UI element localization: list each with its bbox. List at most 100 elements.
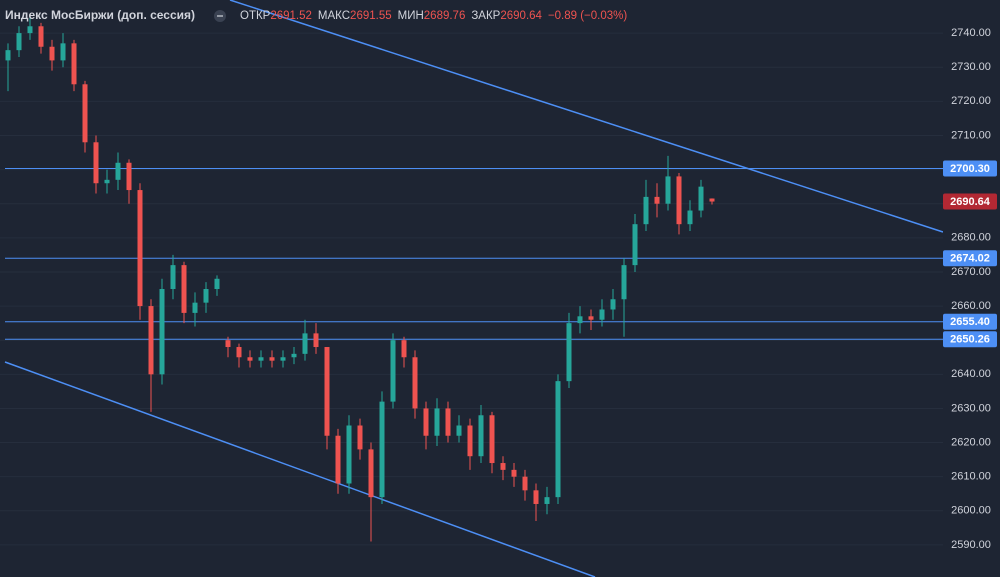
- price-axis: 2590.00 2600.00 2610.00 2620.00 2630.00 2640.…: [943, 0, 1000, 577]
- candle-body: [698, 186, 704, 211]
- candle-body: [544, 497, 550, 504]
- candle-body: [489, 415, 495, 464]
- candle-body: [654, 196, 660, 204]
- candle-body: [192, 302, 198, 313]
- candle-body: [434, 408, 440, 436]
- axis-background: [943, 0, 1000, 577]
- ohlc-name: ОТКР: [240, 10, 271, 22]
- candle-body: [60, 43, 66, 61]
- candle-body: [115, 162, 121, 180]
- y-tick-label: 2720.00: [951, 95, 991, 107]
- trend-line: [4, 361, 596, 577]
- candle-body: [478, 415, 484, 457]
- y-tick-label: 2710.00: [951, 129, 991, 141]
- candle-body: [346, 425, 352, 484]
- candle-body: [148, 306, 154, 375]
- candle-body: [533, 490, 539, 504]
- level-label: 2700.30: [950, 163, 990, 175]
- last-price-label: 2690.64: [950, 196, 991, 208]
- candle-body: [137, 190, 143, 307]
- candle-body: [71, 43, 77, 85]
- candle-body: [27, 26, 33, 34]
- candle-body: [522, 476, 528, 491]
- candle-body: [214, 278, 220, 290]
- candle-body: [324, 347, 330, 436]
- candle-body: [500, 463, 506, 470]
- candle-body: [577, 316, 583, 324]
- ohlc-value: 2689.76: [424, 10, 466, 22]
- ohlc-name: ЗАКР: [471, 10, 500, 22]
- candle-body: [390, 340, 396, 402]
- y-tick-label: 2670.00: [951, 266, 991, 278]
- candle-body: [676, 176, 682, 225]
- candle-body: [302, 333, 308, 354]
- candle-body: [236, 347, 242, 358]
- level-label-box: [943, 313, 997, 330]
- candle-body: [511, 469, 517, 477]
- y-tick-label: 2610.00: [951, 471, 991, 483]
- candle-body: [93, 142, 99, 184]
- candle-body: [159, 289, 165, 375]
- candle-body: [621, 265, 627, 300]
- candle-body: [456, 425, 462, 436]
- candle-body: [170, 265, 176, 290]
- candle-body: [379, 401, 385, 498]
- level-label: 2650.26: [950, 334, 990, 346]
- candle-body: [665, 176, 671, 204]
- candle-body: [412, 357, 418, 409]
- ohlc-name: МИН: [398, 10, 424, 22]
- candle-body: [709, 198, 715, 202]
- chart-title: Индекс МосБиржи (доп. сессия): [5, 8, 195, 22]
- level-label-box: [943, 250, 997, 267]
- change-value: −0.89 (−0.03%): [548, 10, 627, 22]
- candle-body: [445, 408, 451, 436]
- candle-body: [291, 353, 297, 358]
- y-tick-label: 2620.00: [951, 436, 991, 448]
- y-tick-label: 2590.00: [951, 539, 991, 551]
- candle-body: [643, 196, 649, 225]
- candle-body: [38, 26, 44, 47]
- level-label: 2655.40: [950, 316, 990, 328]
- candle-body: [280, 357, 286, 361]
- candle-body: [16, 33, 22, 51]
- candle-body: [5, 50, 11, 61]
- candle-body: [588, 316, 594, 320]
- trend-line: [229, 0, 944, 233]
- ohlc-value: 2691.55: [350, 10, 392, 22]
- y-tick-label: 2680.00: [951, 232, 991, 244]
- candle-body: [467, 425, 473, 457]
- candle-body: [566, 323, 572, 382]
- candle-body: [599, 309, 605, 320]
- candle-body: [49, 46, 55, 61]
- y-tick-label: 2600.00: [951, 505, 991, 517]
- candle-body: [368, 449, 374, 498]
- candle-body: [225, 340, 231, 348]
- grid: [0, 32, 943, 546]
- candle-body: [632, 224, 638, 266]
- level-label-box: [943, 331, 997, 348]
- candle-body: [357, 425, 363, 450]
- candle-body: [247, 357, 253, 361]
- candle-body: [82, 84, 88, 143]
- ohlc-value: 2690.64: [500, 10, 542, 22]
- ohlc-value: 2691.52: [270, 10, 312, 22]
- last-price-box: [943, 193, 997, 210]
- ohlc-legend: ОТКР2691.52 МАКС2691.55 МИН2689.76 ЗАКР2690…: [240, 10, 627, 22]
- candle-body: [104, 179, 110, 184]
- y-tick-label: 2630.00: [951, 402, 991, 414]
- y-tick-label: 2730.00: [951, 61, 991, 73]
- candle-body: [335, 435, 341, 484]
- ohlc-name: МАКС: [318, 10, 350, 22]
- candle-body: [258, 357, 264, 361]
- candles: [5, 16, 715, 542]
- candle-body: [423, 408, 429, 436]
- y-tick-label: 2660.00: [951, 300, 991, 312]
- candle-body: [401, 340, 407, 358]
- candle-body: [269, 357, 275, 361]
- candle-body: [203, 289, 209, 303]
- y-tick-label: 2640.00: [951, 368, 991, 380]
- candle-body: [610, 299, 616, 310]
- candle-body: [126, 162, 132, 191]
